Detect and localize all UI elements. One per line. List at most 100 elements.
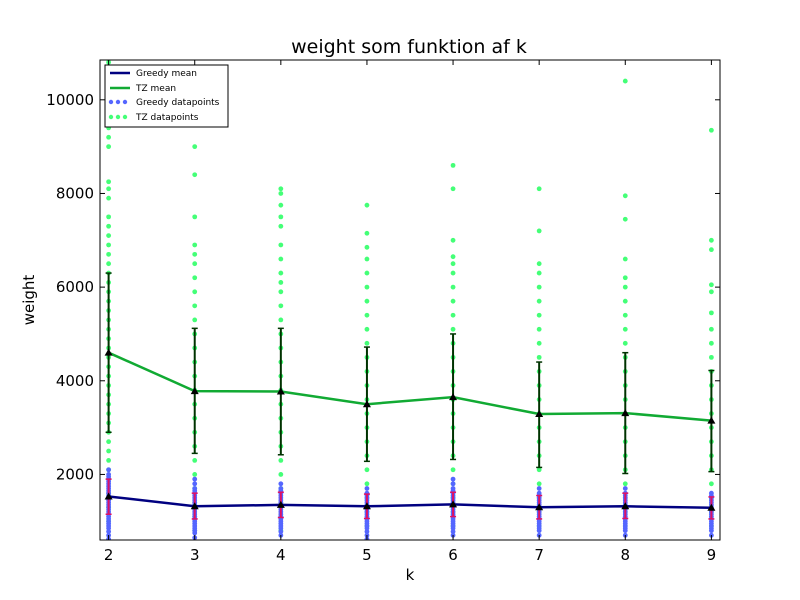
- greedy-mean-marker: [362, 502, 371, 510]
- x-axis-label: k: [406, 566, 415, 584]
- x-tick-label: 9: [707, 546, 717, 564]
- greedy-datapoint: [192, 476, 198, 482]
- tz-datapoint: [106, 448, 112, 454]
- tz-datapoint: [192, 303, 198, 309]
- y-tick-label: 4000: [56, 372, 94, 390]
- greedy-datapoint: [106, 467, 112, 473]
- tz-datapoint: [364, 481, 370, 487]
- tz-datapoint: [192, 457, 198, 463]
- tz-datapoint: [536, 312, 542, 318]
- tz-datapoint: [450, 298, 456, 304]
- tz-datapoint: [192, 144, 198, 150]
- tz-mean-marker: [449, 393, 458, 401]
- tz-datapoint: [278, 472, 284, 477]
- tz-datapoint: [106, 223, 112, 229]
- tz-datapoint: [364, 467, 370, 473]
- tz-datapoint: [622, 193, 628, 199]
- axes: 2 3 4 5 6 7 8 9 2000 4000 6000 8000 10000: [46, 60, 720, 564]
- tz-datapoint: [192, 261, 198, 267]
- tz-datapoint: [536, 261, 542, 267]
- tz-datapoint: [106, 144, 112, 150]
- x-tick-label: 3: [190, 546, 200, 564]
- tz-datapoint: [192, 214, 198, 220]
- tz-datapoint: [708, 310, 714, 316]
- tz-datapoint: [536, 298, 542, 304]
- tz-datapoint: [622, 216, 628, 222]
- tz-datapoint: [450, 312, 456, 318]
- tz-datapoint: [536, 186, 542, 192]
- plot-frame: [99, 59, 721, 541]
- plot-area: [104, 60, 716, 540]
- tz-datapoint: [278, 457, 284, 463]
- legend-swatch-greedy-points: [108, 99, 128, 105]
- y-tick-label: 6000: [56, 278, 94, 296]
- y-tick-label: 2000: [56, 465, 94, 483]
- tz-datapoint: [364, 312, 370, 318]
- legend-swatch-tz-points: [108, 114, 128, 120]
- tz-datapoint: [536, 340, 542, 346]
- tz-datapoint: [106, 242, 112, 248]
- tz-datapoint: [192, 472, 198, 477]
- legend-label-greedy-mean: Greedy mean: [136, 69, 197, 79]
- tz-datapoint: [708, 282, 714, 288]
- tz-mean-line: [108, 351, 712, 422]
- tz-datapoint: [622, 340, 628, 346]
- greedy-mean-marker: [104, 492, 113, 500]
- x-tick-label: 8: [621, 546, 631, 564]
- tz-datapoint: [278, 317, 284, 323]
- tz-datapoint: [278, 289, 284, 295]
- tz-datapoint: [622, 326, 628, 332]
- legend-label-tz-points: TZ datapoints: [135, 113, 199, 123]
- x-tick-label: 5: [362, 546, 372, 564]
- tz-datapoint: [106, 261, 112, 267]
- tz-datapoint: [708, 354, 714, 360]
- greedy-datapoint: [450, 476, 456, 482]
- tz-mean-marker: [104, 348, 113, 356]
- tz-datapoint: [106, 251, 112, 257]
- tz-datapoint: [450, 237, 456, 243]
- tz-datapoint: [106, 457, 112, 463]
- tz-datapoint: [278, 280, 284, 285]
- tz-datapoint: [192, 317, 198, 323]
- tz-datapoint: [106, 186, 112, 192]
- tz-datapoint: [106, 439, 112, 445]
- tz-datapoint: [364, 256, 370, 262]
- x-tick-label: 4: [276, 546, 286, 564]
- tz-datapoint: [536, 270, 542, 276]
- tz-datapoint: [278, 191, 284, 196]
- greedy-mean-line: [108, 495, 712, 509]
- tz-datapoint: [708, 326, 714, 332]
- tz-datapoint: [622, 481, 628, 487]
- tz-datapoint: [450, 162, 456, 168]
- greedy-datapoint: [708, 490, 714, 496]
- greedy-datapoint: [106, 472, 112, 477]
- tz-datapoint: [622, 275, 628, 281]
- tz-datapoint: [536, 481, 542, 487]
- greedy-mean-marker: [707, 503, 716, 511]
- tz-datapoint: [450, 326, 456, 332]
- tz-mean-marker: [362, 400, 371, 408]
- tz-datapoint: [364, 202, 370, 208]
- greedy-datapoint: [450, 486, 456, 491]
- greedy-mean-marker: [449, 500, 458, 508]
- tz-datapoint: [450, 186, 456, 192]
- tz-datapoint: [278, 223, 284, 229]
- tz-datapoint: [106, 214, 112, 220]
- tz-datapoint: [106, 195, 112, 201]
- tz-datapoint: [622, 78, 628, 84]
- tz-datapoint: [708, 481, 714, 487]
- tz-datapoint: [708, 247, 714, 253]
- tz-datapoint: [450, 284, 456, 290]
- greedy-mean-marker: [621, 502, 630, 510]
- tz-datapoint: [364, 270, 370, 276]
- greedy-datapoint: [450, 481, 456, 487]
- tz-datapoint: [364, 340, 370, 346]
- tz-datapoint: [278, 242, 284, 248]
- tz-datapoint: [708, 289, 714, 295]
- legend-label-greedy-points: Greedy datapoints: [136, 98, 220, 108]
- tz-datapoint: [106, 233, 112, 239]
- greedy-mean-marker: [190, 502, 199, 510]
- tz-datapoint: [708, 127, 714, 133]
- tz-datapoint: [536, 354, 542, 360]
